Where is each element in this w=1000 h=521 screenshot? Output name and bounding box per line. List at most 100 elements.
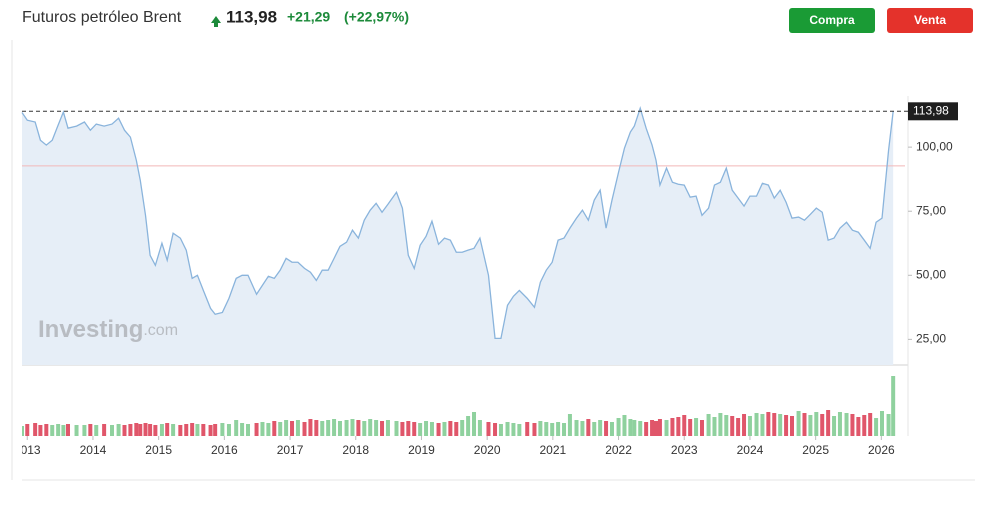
last-price-label: 113,98	[913, 103, 949, 117]
volume-bar	[772, 413, 777, 436]
volume-bar	[505, 422, 510, 436]
volume-bar	[240, 423, 245, 436]
volume-bar	[442, 422, 447, 436]
volume-bar	[436, 423, 441, 436]
volume-bar	[195, 424, 200, 436]
volume-bar	[220, 423, 225, 436]
volume-bar	[670, 418, 675, 436]
volume-bar	[406, 421, 411, 436]
y-tick-label: 75,00	[916, 203, 946, 217]
volume-bars	[22, 376, 896, 436]
volume-bar	[65, 424, 70, 436]
buy-button-bg[interactable]	[789, 8, 875, 33]
volume-bar	[429, 422, 434, 436]
volume-bar	[208, 425, 213, 436]
volume-bar	[424, 421, 429, 436]
x-tick-label: 2017	[277, 443, 304, 457]
volume-bar	[272, 421, 277, 436]
y-tick-label: 25,00	[916, 332, 946, 346]
volume-bar	[760, 414, 765, 436]
volume-bar	[82, 425, 87, 436]
volume-bar	[736, 418, 741, 436]
last-price-badge	[908, 102, 958, 121]
volume-bar	[326, 420, 331, 436]
volume-bar	[574, 420, 579, 436]
volume-bar	[260, 422, 265, 436]
volume-bar	[682, 415, 687, 436]
volume-bar	[609, 422, 614, 436]
volume-bar	[850, 414, 855, 436]
volume-bar	[178, 425, 183, 436]
volume-bar	[644, 422, 649, 436]
price: 113,98	[226, 7, 277, 26]
volume-bar	[650, 420, 655, 436]
volume-bar	[94, 425, 99, 436]
volume-bar	[567, 414, 572, 436]
volume-bar	[412, 422, 417, 436]
volume-bar	[88, 424, 93, 436]
volume-bar	[290, 421, 295, 436]
volume-bar	[110, 425, 115, 436]
x-tick-label: 2026	[868, 443, 895, 457]
volume-bar	[511, 423, 516, 436]
x-tick-label: 2014	[80, 443, 107, 457]
volume-bar	[622, 415, 627, 436]
volume-bar	[56, 424, 61, 436]
watermark-suffix: .com	[143, 322, 178, 339]
volume-bar	[712, 417, 717, 436]
sell-button[interactable]: Venta	[887, 8, 973, 33]
sell-button-bg[interactable]	[887, 8, 973, 33]
volume-bar	[102, 424, 107, 436]
volume-bar	[246, 424, 251, 436]
volume-bar	[332, 419, 337, 436]
volume-bar	[556, 422, 561, 436]
volume-bar	[213, 424, 218, 436]
volume-bar	[356, 420, 361, 436]
sell-label[interactable]: Venta	[914, 13, 946, 27]
buy-button[interactable]: Compra	[789, 8, 875, 33]
change-percent: (+22,97%)	[344, 9, 409, 25]
volume-bar	[632, 420, 637, 436]
volume-bar	[493, 423, 498, 436]
volume-bar	[880, 411, 885, 436]
volume-bar	[234, 420, 239, 436]
volume-bar	[598, 420, 603, 436]
volume-bar	[874, 418, 879, 436]
volume-bar	[278, 422, 283, 436]
buy-label[interactable]: Compra	[809, 13, 855, 27]
volume-bar	[254, 423, 259, 436]
volume-bar	[718, 413, 723, 436]
volume-bar	[44, 424, 49, 436]
volume-bar	[362, 421, 367, 436]
volume-bar	[699, 420, 704, 436]
volume-bar	[314, 420, 319, 436]
volume-bar	[184, 424, 189, 436]
volume-bar	[808, 415, 813, 436]
volume-bar	[532, 423, 537, 436]
up-arrow	[211, 16, 221, 27]
volume-bar	[22, 426, 24, 436]
volume-bar	[25, 424, 30, 436]
volume-bar	[525, 422, 530, 436]
volume-bar	[676, 417, 681, 436]
volume-bar	[778, 414, 783, 436]
volume-bar	[653, 421, 658, 436]
volume-bar	[380, 421, 385, 436]
instrument-title: Futuros petróleo Brent	[22, 9, 182, 26]
volume-bar	[50, 425, 55, 436]
x-tick-label: 2021	[539, 443, 566, 457]
volume-bar	[592, 422, 597, 436]
volume-bar	[724, 415, 729, 436]
volume-bar	[616, 418, 621, 436]
x-tick-label: 2024	[737, 443, 764, 457]
x-tick-label: 2020	[474, 443, 501, 457]
volume-bar	[820, 414, 825, 436]
volume-bar	[337, 421, 342, 436]
volume-bar	[862, 415, 867, 436]
volume-bar	[486, 422, 491, 436]
volume-bar	[466, 416, 471, 436]
y-tick-label: 50,00	[916, 267, 946, 281]
volume-bar	[832, 416, 837, 436]
volume-bar	[394, 421, 399, 436]
volume-bar	[153, 425, 158, 436]
